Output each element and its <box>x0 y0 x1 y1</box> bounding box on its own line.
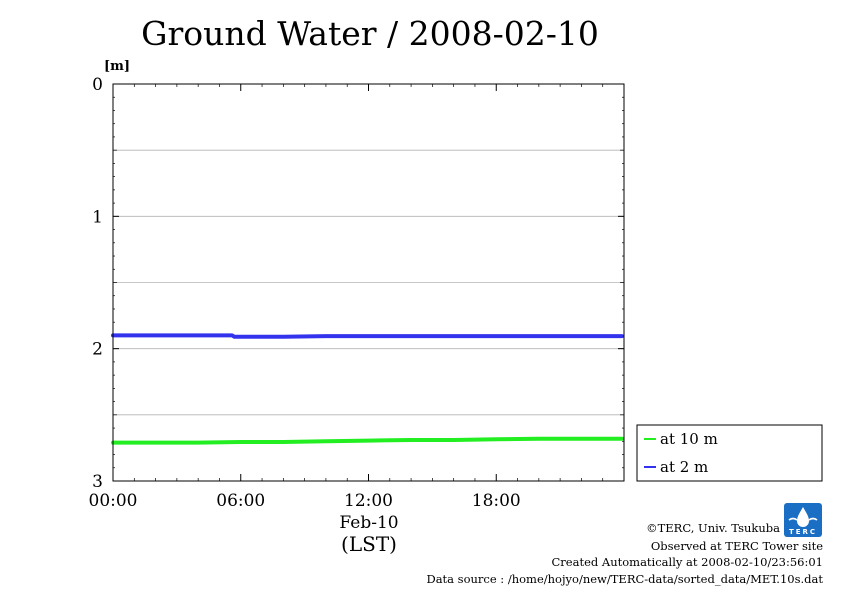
chart-title: Ground Water / 2008-02-10 <box>141 14 599 53</box>
credit-created: Created Automatically at 2008-02-10/23:5… <box>552 555 824 569</box>
wave-icon <box>788 517 818 521</box>
x-tick-label: 12:00 <box>344 491 393 511</box>
x-axis-ticks: 00:00 06:00 12:00 18:00 <box>89 84 604 511</box>
y-axis-ticks: 0 1 2 3 <box>92 75 624 492</box>
legend-label: at 10 m <box>660 430 718 448</box>
terc-logo: TERC <box>784 503 822 537</box>
legend: at 10 m at 2 m <box>636 424 823 482</box>
y-tick-label: 0 <box>92 75 103 95</box>
credit-source: Data source : /home/hojyo/new/TERC-data/… <box>426 572 823 586</box>
legend-box <box>636 424 823 482</box>
logo-text: TERC <box>789 528 817 536</box>
y-tick-label: 1 <box>92 207 103 227</box>
x-axis-title: (LST) <box>341 532 397 556</box>
y-axis-unit: [m] <box>104 59 130 74</box>
series-line-2 <box>111 333 624 339</box>
water-drop-icon <box>797 507 809 527</box>
y-tick-label: 2 <box>92 340 103 360</box>
x-tick-label: 06:00 <box>216 491 265 511</box>
credit-copyright: ©TERC, Univ. Tsukuba <box>646 521 780 535</box>
x-tick-label: 00:00 <box>89 491 138 511</box>
legend-label: at 2 m <box>660 458 708 476</box>
plot-frame <box>112 83 625 482</box>
series-line-1 <box>111 436 624 445</box>
y-tick-label: 3 <box>92 472 103 492</box>
x-axis-date-label: Feb-10 <box>339 513 398 533</box>
credit-observed: Observed at TERC Tower site <box>651 539 823 553</box>
x-tick-label: 18:00 <box>472 491 521 511</box>
series-lines <box>111 333 624 445</box>
credits: ©TERC, Univ. Tsukuba Observed at TERC To… <box>426 521 823 586</box>
grid-lines <box>113 149 624 416</box>
